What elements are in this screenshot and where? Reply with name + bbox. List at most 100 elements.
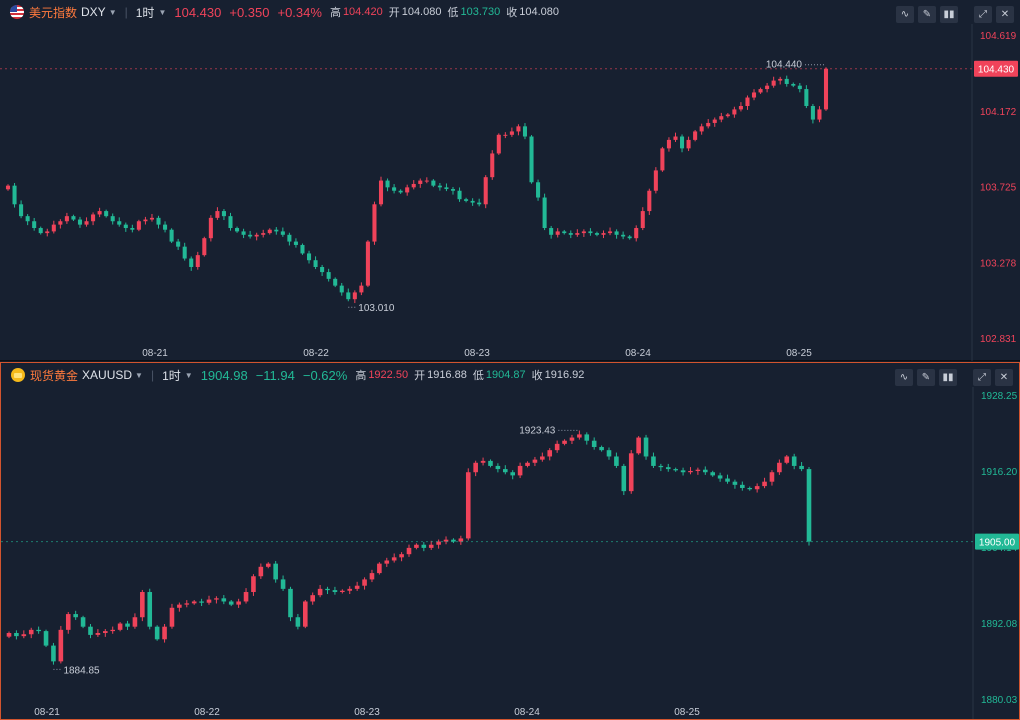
candle-body: [719, 116, 724, 120]
candle-body: [359, 285, 364, 293]
chart-pane-dxy[interactable]: 美元指数 DXY ▼ | 1时 ▼ 104.430 +0.350 +0.34% …: [0, 0, 1020, 361]
candle: [666, 137, 671, 152]
candle-body: [147, 592, 153, 627]
candle: [156, 215, 161, 229]
candle-body: [243, 592, 249, 602]
candle: [110, 213, 115, 225]
candle-body: [184, 603, 190, 605]
symbol-name[interactable]: 美元指数: [29, 5, 78, 20]
candle: [398, 189, 403, 194]
candle: [747, 486, 753, 491]
max-price-annotation: 104.440: [766, 60, 803, 71]
max-price-annotation: 1923.43: [519, 425, 556, 436]
candle-body: [765, 85, 770, 90]
close-icon[interactable]: ✕: [996, 6, 1014, 23]
candle-body: [97, 211, 102, 215]
candle-body: [206, 599, 212, 603]
expand-icon[interactable]: ⤢: [974, 6, 992, 23]
candle: [117, 622, 123, 632]
symbol-dropdown-caret-icon[interactable]: ▼: [108, 7, 117, 17]
candle: [45, 228, 50, 237]
draw-tool-icon[interactable]: ✎: [918, 6, 936, 23]
symbol-code[interactable]: XAUUSD: [82, 368, 133, 382]
candle: [191, 600, 197, 605]
close-icon[interactable]: ✕: [995, 369, 1013, 386]
candle-body: [503, 134, 508, 136]
candle: [340, 589, 345, 594]
candle-body: [621, 234, 626, 237]
candle: [614, 229, 619, 239]
gold-bar-icon: [11, 368, 25, 382]
candle-body: [221, 598, 227, 602]
interval-dropdown-caret-icon[interactable]: ▼: [184, 370, 193, 380]
candle-body: [436, 541, 441, 545]
x-axis-date-label: 08-22: [303, 348, 329, 359]
indicator-icon[interactable]: ∿: [895, 369, 913, 386]
candle: [640, 207, 645, 231]
chart-pane-xauusd[interactable]: 现货黄金 XAUUSD ▼ | 1时 ▼ 1904.98 −11.94 −0.6…: [0, 362, 1020, 720]
price-change-percent: −0.62%: [302, 367, 348, 383]
candle: [169, 228, 174, 244]
indicator-icon[interactable]: ∿: [896, 6, 914, 23]
candle-body: [51, 224, 56, 232]
draw-tool-icon[interactable]: ✎: [917, 369, 935, 386]
candle: [199, 598, 204, 607]
y-tick-label: 104.172: [980, 107, 1017, 118]
candle: [562, 439, 567, 446]
candle: [184, 600, 190, 608]
open-label: 开: [414, 370, 426, 382]
candle: [162, 624, 167, 643]
candle-body: [300, 244, 305, 254]
price-change: +0.350: [229, 4, 270, 20]
candle: [421, 542, 427, 552]
interval-dropdown-caret-icon[interactable]: ▼: [158, 7, 167, 17]
xauusd-candlestick-chart[interactable]: 1928.251916.201904.141892.081880.0308-21…: [1, 363, 1019, 719]
interval-selector[interactable]: 1时: [162, 368, 181, 383]
candle-body: [680, 470, 686, 473]
candle-body: [267, 229, 272, 234]
candle-body: [235, 228, 240, 232]
candle: [797, 83, 802, 93]
candle: [591, 437, 597, 450]
candle-body: [688, 470, 693, 473]
candle-body: [437, 185, 442, 188]
expand-icon[interactable]: ⤢: [973, 369, 991, 386]
candle: [765, 83, 770, 93]
close-label: 收: [506, 7, 518, 19]
candle: [295, 613, 301, 630]
candle-body: [636, 437, 641, 454]
candle-body: [28, 629, 34, 635]
candle: [147, 588, 153, 630]
symbol-dropdown-caret-icon[interactable]: ▼: [135, 370, 143, 380]
candle: [65, 612, 71, 634]
symbol-code[interactable]: DXY: [81, 5, 106, 19]
candle-body: [542, 197, 547, 229]
open-label: 开: [388, 7, 400, 19]
candle-body: [710, 472, 715, 476]
dxy-candlestick-chart[interactable]: 104.619 104.172 103.725 103.278 102.831 08-21…: [0, 0, 1020, 361]
candle: [103, 629, 108, 637]
candle: [614, 452, 619, 468]
candle: [549, 225, 554, 239]
candle-body: [117, 623, 123, 630]
candle-body: [280, 579, 286, 589]
x-axis-date-label: 08-22: [194, 707, 220, 718]
candle-body: [377, 563, 382, 574]
candle-body: [555, 231, 560, 235]
candle: [77, 216, 83, 228]
candle-body: [673, 469, 678, 471]
candle-body: [703, 469, 708, 473]
chart-type-icon[interactable]: ▮▮: [940, 6, 958, 23]
candle: [673, 132, 678, 142]
candle: [43, 629, 49, 648]
symbol-name[interactable]: 现货黄金: [30, 368, 79, 383]
candle: [525, 461, 530, 468]
candle: [547, 448, 553, 461]
chart-type-icon[interactable]: ▮▮: [939, 369, 957, 386]
interval-selector[interactable]: 1时: [135, 5, 155, 20]
candle-body: [339, 285, 344, 293]
candle-body: [95, 632, 101, 635]
candle: [665, 463, 671, 472]
candle: [627, 235, 632, 240]
candle-body: [569, 437, 575, 441]
